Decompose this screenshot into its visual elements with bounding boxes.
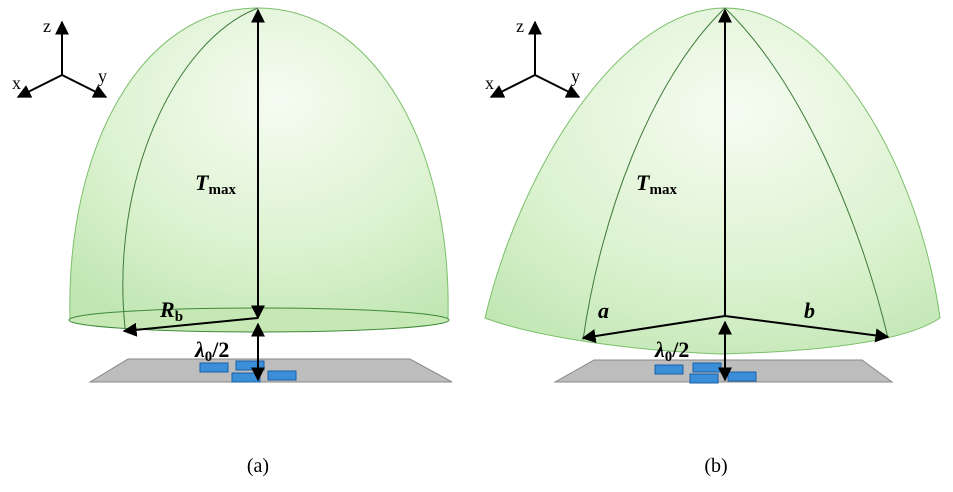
substrate <box>555 360 892 382</box>
axis-label: x <box>485 73 494 93</box>
b-label: b <box>804 298 815 323</box>
axis-label: z <box>516 16 524 36</box>
axis-label: y <box>98 66 107 86</box>
figure: Tmax Rb λ0/2 z x y (a) Tmax a b λ0/2 z <box>0 0 953 492</box>
axis-label: y <box>571 66 580 86</box>
dome <box>485 8 940 354</box>
panel-a: Tmax Rb λ0/2 z x y (a) <box>12 8 452 477</box>
axis-label: x <box>12 73 21 93</box>
panel-b: Tmax a b λ0/2 z x y (b) <box>485 8 940 477</box>
a-label: a <box>598 298 609 323</box>
caption: (b) <box>704 455 727 477</box>
axis-label: z <box>43 16 51 36</box>
caption: (a) <box>247 455 269 477</box>
gap-label: λ0/2 <box>654 337 689 365</box>
axis-triad: z x y <box>485 16 580 97</box>
axis-triad: z x y <box>12 16 107 97</box>
gap-label: λ0/2 <box>194 337 229 365</box>
